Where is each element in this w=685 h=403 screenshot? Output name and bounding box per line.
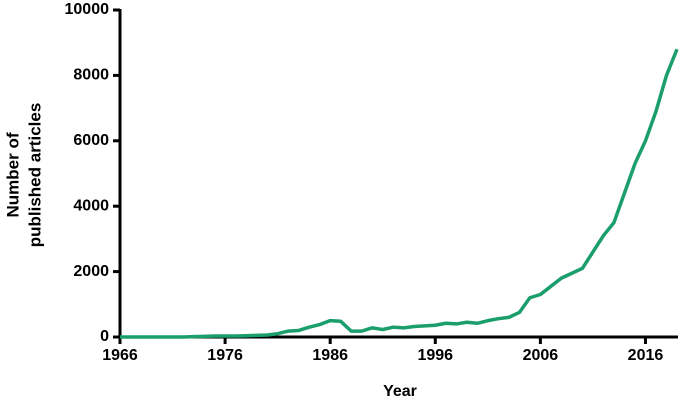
y-tick-label: 2000 <box>73 263 109 280</box>
x-axis-title: Year <box>383 383 417 400</box>
y-axis-title-line: Number of <box>3 132 22 217</box>
y-axis-title: Number of published articles <box>3 103 44 248</box>
x-tick-label: 1986 <box>312 347 348 364</box>
y-tick-label: 4000 <box>73 197 109 214</box>
y-tick-label: 6000 <box>73 132 109 149</box>
x-tick-label: 1966 <box>102 347 138 364</box>
x-tick-label: 2006 <box>523 347 559 364</box>
x-tick-label: 1976 <box>207 347 243 364</box>
y-axis-title-line: published articles <box>25 103 44 248</box>
x-tick-label: 2016 <box>628 347 664 364</box>
y-tick-label: 10000 <box>65 1 110 18</box>
y-tick-label: 8000 <box>73 67 109 84</box>
x-tick-label: 1996 <box>417 347 453 364</box>
y-tick-label: 0 <box>100 328 109 345</box>
data-line <box>120 48 679 339</box>
